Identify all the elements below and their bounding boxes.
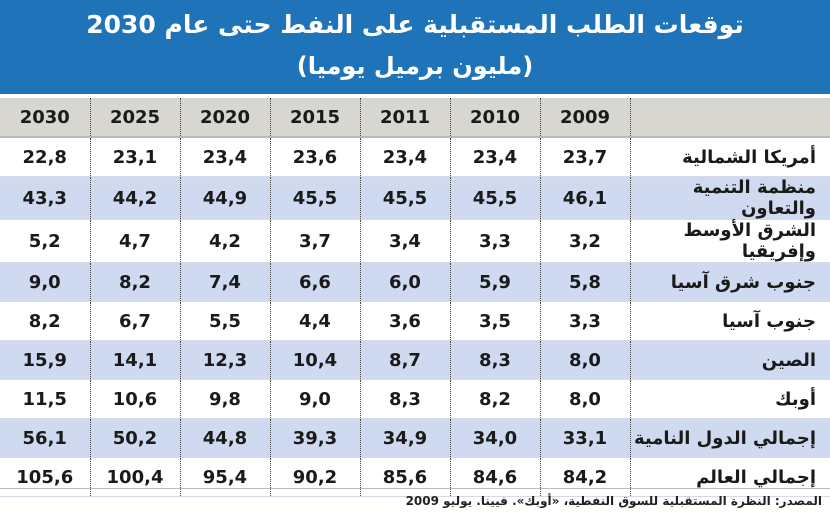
value-cell: 8,2 (0, 301, 91, 341)
value-cell: 14,1 (90, 340, 181, 380)
value-cell: 10,6 (90, 379, 181, 419)
value-cell: 6,6 (270, 262, 361, 302)
value-cell: 56,1 (0, 418, 91, 458)
year-header: 2015 (270, 98, 361, 138)
value-cell: 95,4 (180, 457, 271, 497)
title-banner: توقعات الطلب المستقبلية على النفط حتى عا… (0, 0, 830, 94)
region-label: الصين (630, 340, 830, 380)
year-header: 2009 (540, 98, 631, 138)
value-cell: 10,4 (270, 340, 361, 380)
table-row: 9,0 8,2 7,4 6,6 6,0 5,9 5,8 جنوب شرق آسيا (0, 262, 830, 302)
table-row: 8,2 6,7 5,5 4,4 3,6 3,5 3,3 جنوب آسيا (0, 301, 830, 341)
region-header (630, 98, 830, 138)
value-cell: 45,5 (360, 176, 451, 220)
value-cell: 8,3 (360, 379, 451, 419)
value-cell: 39,3 (270, 418, 361, 458)
value-cell: 43,3 (0, 176, 91, 220)
value-cell: 34,0 (450, 418, 541, 458)
table-row: 5,2 4,7 4,2 3,7 3,4 3,3 3,2 الشرق الأوسط وإفريق… (0, 219, 830, 263)
value-cell: 44,8 (180, 418, 271, 458)
value-cell: 3,4 (360, 219, 451, 263)
value-cell: 46,1 (540, 176, 631, 220)
region-label: أوبك (630, 379, 830, 419)
region-label: جنوب آسيا (630, 301, 830, 341)
value-cell: 105,6 (0, 457, 91, 497)
value-cell: 4,7 (90, 219, 181, 263)
value-cell: 23,1 (90, 137, 181, 177)
value-cell: 100,4 (90, 457, 181, 497)
value-cell: 3,5 (450, 301, 541, 341)
year-header: 2030 (0, 98, 91, 138)
value-cell: 23,6 (270, 137, 361, 177)
value-cell: 23,4 (450, 137, 541, 177)
value-cell: 7,4 (180, 262, 271, 302)
value-cell: 15,9 (0, 340, 91, 380)
value-cell: 8,2 (450, 379, 541, 419)
year-header: 2010 (450, 98, 541, 138)
value-cell: 85,6 (360, 457, 451, 497)
value-cell: 23,4 (360, 137, 451, 177)
table-row: 105,6 100,4 95,4 90,2 85,6 84,6 84,2 إجمالي الع… (0, 457, 830, 497)
value-cell: 90,2 (270, 457, 361, 497)
year-header: 2020 (180, 98, 271, 138)
source-note: المصدر: النظرة المستقبلية للسوق النفطية،… (405, 494, 822, 508)
value-cell: 23,7 (540, 137, 631, 177)
value-cell: 84,2 (540, 457, 631, 497)
value-cell: 8,0 (540, 379, 631, 419)
value-cell: 34,9 (360, 418, 451, 458)
value-cell: 5,8 (540, 262, 631, 302)
table-row: 56,1 50,2 44,8 39,3 34,9 34,0 33,1 إجمالي الدول… (0, 418, 830, 458)
year-header: 2025 (90, 98, 181, 138)
oil-demand-table: 2030 2025 2020 2015 2011 2010 2009 22,8 23,1 23,… (0, 98, 830, 497)
table-row: 15,9 14,1 12,3 10,4 8,7 8,3 8,0 الصين (0, 340, 830, 380)
title: توقعات الطلب المستقبلية على النفط حتى عا… (86, 10, 744, 39)
value-cell: 4,2 (180, 219, 271, 263)
region-label: إجمالي الدول النامية (630, 418, 830, 458)
value-cell: 8,0 (540, 340, 631, 380)
region-label: منظمة التنمية والتعاون (630, 176, 830, 220)
value-cell: 8,7 (360, 340, 451, 380)
value-cell: 5,9 (450, 262, 541, 302)
subtitle-units: (مليون برميل يوميا) (296, 52, 534, 80)
value-cell: 4,4 (270, 301, 361, 341)
value-cell: 45,5 (450, 176, 541, 220)
value-cell: 84,6 (450, 457, 541, 497)
value-cell: 3,2 (540, 219, 631, 263)
year-header: 2011 (360, 98, 451, 138)
table-row: 22,8 23,1 23,4 23,6 23,4 23,4 23,7 أمريكا الشما… (0, 137, 830, 177)
value-cell: 9,8 (180, 379, 271, 419)
region-label: جنوب شرق آسيا (630, 262, 830, 302)
value-cell: 44,9 (180, 176, 271, 220)
value-cell: 6,0 (360, 262, 451, 302)
value-cell: 3,6 (360, 301, 451, 341)
table-row: 43,3 44,2 44,9 45,5 45,5 45,5 46,1 منظمة التنمي… (0, 176, 830, 220)
value-cell: 45,5 (270, 176, 361, 220)
header-row: 2030 2025 2020 2015 2011 2010 2009 (0, 98, 830, 138)
value-cell: 9,0 (0, 262, 91, 302)
value-cell: 8,2 (90, 262, 181, 302)
table-row: 11,5 10,6 9,8 9,0 8,3 8,2 8,0 أوبك (0, 379, 830, 419)
region-label: إجمالي العالم (630, 457, 830, 497)
value-cell: 6,7 (90, 301, 181, 341)
value-cell: 22,8 (0, 137, 91, 177)
value-cell: 3,3 (540, 301, 631, 341)
value-cell: 44,2 (90, 176, 181, 220)
divider (0, 488, 830, 489)
value-cell: 23,4 (180, 137, 271, 177)
table-body: 22,8 23,1 23,4 23,6 23,4 23,4 23,7 أمريكا الشما… (0, 137, 830, 497)
value-cell: 12,3 (180, 340, 271, 380)
region-label: الشرق الأوسط وإفريقيا (630, 219, 830, 263)
value-cell: 3,3 (450, 219, 541, 263)
value-cell: 5,2 (0, 219, 91, 263)
value-cell: 11,5 (0, 379, 91, 419)
value-cell: 8,3 (450, 340, 541, 380)
value-cell: 50,2 (90, 418, 181, 458)
value-cell: 3,7 (270, 219, 361, 263)
region-label: أمريكا الشمالية (630, 137, 830, 177)
value-cell: 33,1 (540, 418, 631, 458)
value-cell: 5,5 (180, 301, 271, 341)
value-cell: 9,0 (270, 379, 361, 419)
